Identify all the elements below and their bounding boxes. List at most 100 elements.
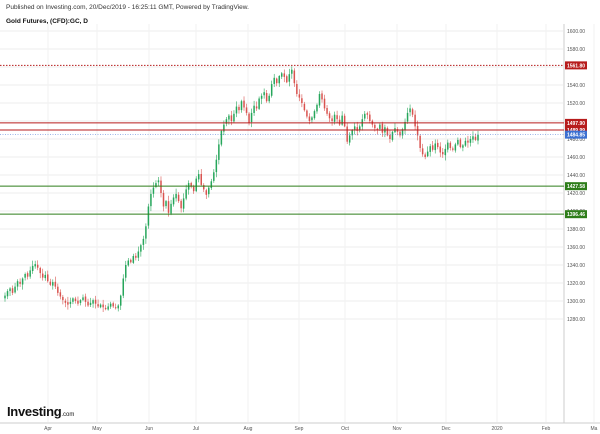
x-tick-label: Apr	[44, 426, 52, 432]
level-tag-1396.46	[565, 210, 587, 219]
candle-body	[34, 264, 36, 267]
candle-body	[457, 139, 459, 145]
candle-body	[301, 98, 303, 103]
candle-body	[291, 69, 293, 74]
y-tick-label: 1340.00	[567, 263, 585, 269]
candle-body	[59, 292, 62, 297]
candle-body	[283, 73, 286, 77]
candle-body	[62, 296, 64, 301]
candle-body	[175, 193, 177, 199]
candle-body	[39, 267, 41, 274]
candle-body	[195, 178, 197, 192]
candle-body	[250, 112, 253, 123]
candle-body	[467, 140, 469, 143]
candle-body	[439, 146, 442, 153]
candle-body	[233, 113, 235, 122]
candle-body	[79, 300, 82, 303]
y-tick-label: 1520.00	[567, 101, 585, 107]
level-label-1427.58: 1427.58	[567, 184, 585, 190]
candle-body	[421, 148, 424, 155]
candle-body	[260, 95, 263, 99]
candle-body	[243, 100, 245, 108]
candle-body	[114, 307, 117, 309]
candle-body	[160, 180, 162, 193]
candle-body	[434, 143, 436, 151]
candle-body	[321, 93, 323, 100]
candle-body	[140, 245, 142, 252]
candle-body	[253, 105, 255, 113]
candle-body	[404, 121, 406, 130]
candle-body	[223, 124, 225, 132]
candle-body	[348, 135, 351, 143]
candle-body	[104, 307, 107, 310]
candle-body	[230, 115, 233, 121]
candle-body	[142, 238, 145, 245]
level-tag-1497.90	[565, 118, 587, 127]
candle-body	[122, 278, 125, 296]
candle-body	[147, 206, 150, 226]
candle-body	[192, 186, 195, 192]
level-label-1396.46: 1396.46	[567, 212, 585, 218]
candle-body	[24, 274, 26, 278]
candle-body	[200, 174, 202, 185]
candle-body	[107, 306, 109, 310]
candle-body	[263, 92, 265, 96]
candle-body	[288, 74, 291, 82]
candle-body	[102, 304, 104, 308]
candle-body	[333, 114, 336, 122]
candle-body	[167, 201, 170, 213]
x-tick-label: Jun	[145, 426, 153, 432]
candle-body	[208, 187, 210, 195]
candle-body	[238, 106, 240, 111]
y-tick-label: 1440.00	[567, 173, 585, 179]
candle-body	[6, 291, 9, 297]
candle-body	[351, 130, 353, 136]
candle-body	[273, 77, 275, 84]
candle-body	[358, 126, 361, 131]
candle-body	[306, 110, 308, 117]
candle-body	[21, 278, 24, 285]
candle-body	[36, 264, 39, 268]
x-tick-label: Ma	[591, 426, 598, 432]
candle-body	[316, 104, 318, 112]
candle-body	[19, 281, 21, 284]
candle-body	[44, 274, 47, 279]
candle-body	[318, 94, 321, 106]
candle-body	[343, 115, 346, 127]
candle-body	[419, 135, 421, 148]
candle-body	[64, 300, 67, 303]
y-tick-label: 1320.00	[567, 281, 585, 287]
current-price-tag	[565, 130, 587, 139]
candle-body	[99, 304, 102, 308]
candle-body	[172, 197, 175, 205]
level-tag-1427.58	[565, 182, 587, 191]
x-tick-label: Jul	[193, 426, 199, 432]
level-label-1561.80: 1561.80	[567, 63, 585, 69]
candle-body	[293, 70, 296, 84]
candle-body	[459, 139, 462, 148]
candle-body	[424, 154, 426, 157]
logo-suffix: .com	[61, 412, 75, 418]
candle-body	[180, 200, 182, 209]
candle-body	[74, 298, 77, 301]
candle-body	[31, 265, 34, 271]
candle-body	[298, 94, 301, 98]
candle-body	[82, 297, 84, 300]
candle-body	[150, 193, 152, 207]
candle-body	[182, 198, 185, 209]
candle-body	[313, 111, 316, 119]
x-tick-label: Nov	[393, 426, 402, 432]
candle-body	[197, 174, 200, 180]
candle-body	[449, 142, 452, 148]
y-tick-label: 1540.00	[567, 83, 585, 89]
candle-body	[386, 128, 389, 136]
candle-body	[447, 142, 449, 150]
publication-info: Published on Investing.com, 20/Dec/2019 …	[6, 4, 249, 11]
x-tick-label: 2020	[491, 426, 502, 432]
candle-body	[426, 151, 429, 157]
candle-body	[278, 76, 280, 84]
candle-body	[84, 296, 87, 302]
candle-body	[11, 288, 14, 293]
x-tick-label: Sep	[295, 426, 304, 432]
